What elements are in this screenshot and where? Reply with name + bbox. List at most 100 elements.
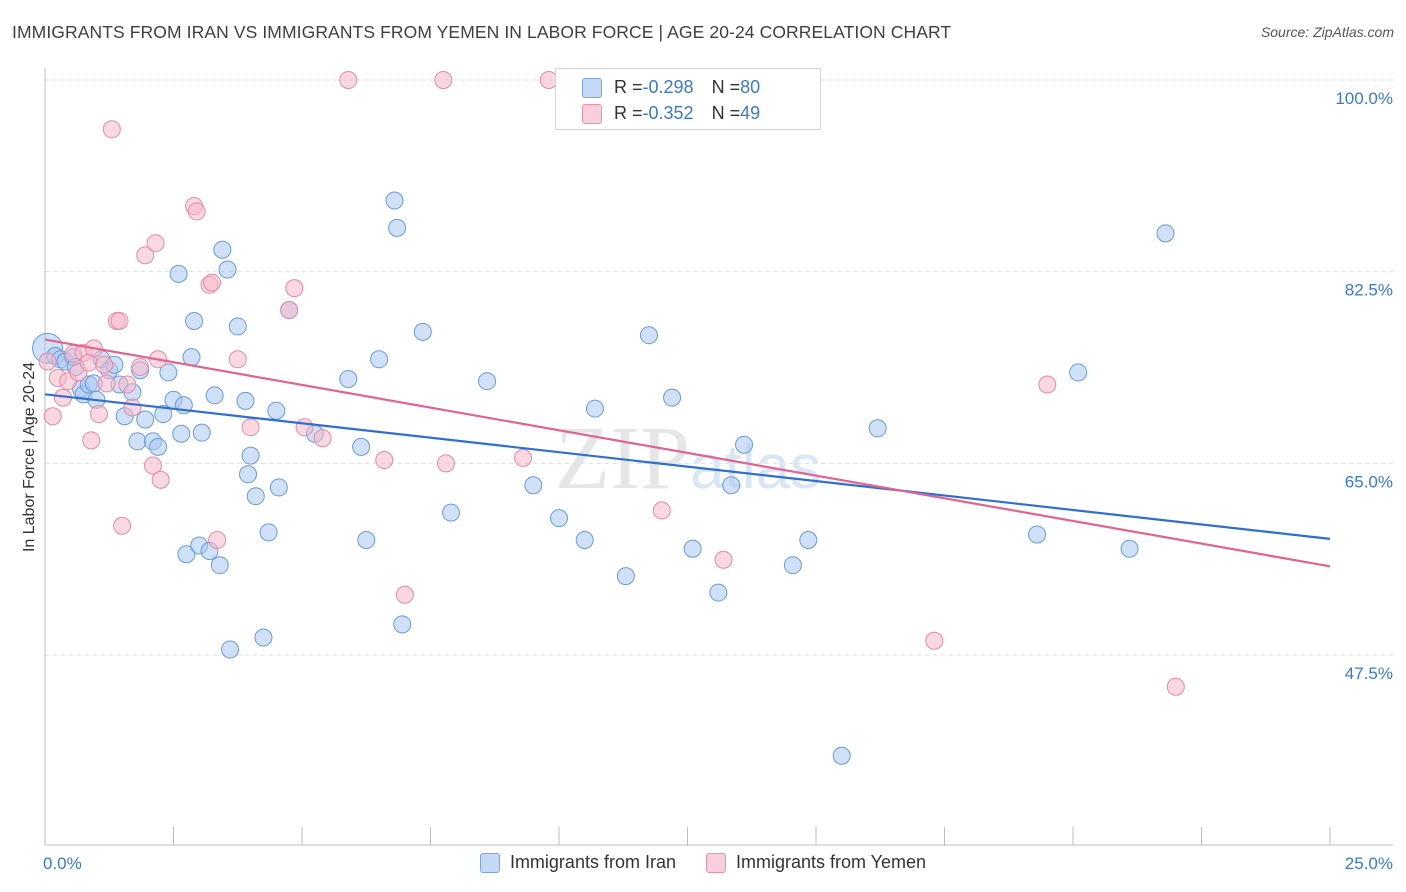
- yemen-point: [652, 501, 671, 520]
- iran-point: [246, 487, 265, 506]
- r-value: -0.298: [642, 77, 694, 97]
- yemen-point: [241, 418, 260, 437]
- iran-point: [550, 509, 568, 528]
- axes: [44, 68, 1393, 846]
- iran-point: [218, 260, 237, 279]
- y-tick-label: 65.0%: [1345, 472, 1393, 491]
- iran-point: [683, 539, 702, 558]
- yemen-point: [280, 301, 299, 319]
- chart-title: IMMIGRANTS FROM IRAN VS IMMIGRANTS FROM …: [12, 22, 952, 42]
- yemen-point: [118, 375, 137, 394]
- iran-point: [213, 240, 232, 259]
- yemen-point: [136, 246, 155, 265]
- iran-point: [832, 746, 851, 765]
- r-value: -0.352: [642, 103, 694, 123]
- stats-row-iran: R = -0.298 N = 80: [582, 77, 761, 98]
- yemen-point: [82, 431, 101, 450]
- iran-point: [154, 405, 173, 424]
- iran-point: [639, 326, 658, 345]
- iran-point: [269, 478, 288, 497]
- yemen-point: [434, 71, 453, 89]
- legend-label-iran: Immigrants from Iran: [509, 852, 676, 872]
- stats-swatch-iran: [582, 77, 602, 98]
- iran-point: [478, 372, 497, 391]
- legend-item-iran[interactable]: Immigrants from Iran: [479, 852, 676, 873]
- yemen-point: [95, 355, 114, 374]
- iran-point: [192, 423, 211, 442]
- legend-swatch-yemen: [705, 852, 726, 873]
- yemen-point: [131, 357, 150, 376]
- data-points: [32, 71, 1185, 765]
- yemen-point: [295, 418, 314, 437]
- n-value: 80: [740, 77, 761, 97]
- iran-point: [442, 503, 461, 522]
- y-axis-label: In Labor Force | Age 20-24: [21, 362, 38, 552]
- iran-point: [393, 615, 412, 634]
- iran-point: [352, 437, 371, 456]
- yemen-point: [714, 550, 733, 569]
- yemen-point: [1166, 677, 1185, 696]
- iran-point: [370, 350, 389, 369]
- iran-point: [182, 348, 201, 367]
- iran-point: [236, 391, 255, 410]
- iran-point: [172, 424, 191, 443]
- iran-point: [185, 311, 204, 330]
- stats-swatch-yemen: [582, 103, 602, 124]
- yemen-point: [97, 374, 116, 393]
- yemen-point: [395, 585, 414, 604]
- iran-point: [385, 191, 404, 210]
- iran-point: [1069, 363, 1088, 382]
- iran-point: [1120, 539, 1139, 558]
- y-tick-label: 47.5%: [1345, 664, 1393, 683]
- iran-point: [221, 640, 240, 659]
- iran-point: [663, 388, 682, 407]
- iran-point: [159, 363, 178, 382]
- iran-point: [339, 370, 358, 388]
- iran-point: [357, 531, 376, 549]
- y-tick-label: 82.5%: [1345, 281, 1393, 300]
- yemen-point: [925, 631, 944, 650]
- iran-point: [210, 556, 229, 575]
- iran-point: [169, 264, 188, 283]
- iran-point: [267, 401, 286, 420]
- yemen-point: [38, 352, 57, 371]
- tick-labels: 100.0% 82.5% 65.0% 47.5% 0.0% 25.0%: [43, 89, 1393, 873]
- iran-point: [799, 531, 818, 549]
- legend-swatch-iran: [479, 852, 500, 873]
- n-value: 49: [740, 103, 761, 123]
- iran-point: [259, 523, 278, 542]
- n-label: N =: [711, 103, 741, 123]
- iran-point: [128, 432, 147, 451]
- iran-point: [1156, 224, 1175, 243]
- yemen-point: [89, 405, 108, 424]
- iran-trend-line: [44, 393, 1331, 540]
- yemen-point: [110, 311, 129, 330]
- iran-point: [205, 386, 224, 405]
- stats-row-yemen: R = -0.352 N = 49: [582, 103, 761, 124]
- legend-item-yemen[interactable]: Immigrants from Yemen: [705, 852, 927, 873]
- iran-point: [1028, 525, 1047, 544]
- yemen-point: [146, 234, 165, 253]
- grid-lines: [45, 79, 1393, 656]
- yemen-point: [228, 350, 247, 369]
- yemen-point: [123, 398, 142, 417]
- yemen-point: [203, 273, 222, 292]
- series-legend: Immigrants from Iran Immigrants from Yem…: [0, 852, 1406, 873]
- iran-point: [239, 465, 258, 484]
- iran-point: [575, 531, 594, 549]
- iran-point: [241, 446, 260, 465]
- yemen-point: [285, 279, 304, 298]
- x-tick-label: 0.0%: [43, 854, 82, 873]
- yemen-point: [187, 202, 206, 221]
- yemen-point: [102, 120, 121, 139]
- iran-point: [735, 435, 754, 454]
- yemen-point: [514, 448, 533, 467]
- trend-lines: [44, 338, 1331, 568]
- source-label: Source: ZipAtlas.com: [1260, 24, 1394, 40]
- yemen-point: [43, 407, 62, 426]
- legend-label-yemen: Immigrants from Yemen: [735, 852, 927, 872]
- iran-point: [136, 410, 155, 429]
- yemen-point: [143, 456, 162, 475]
- iran-point: [228, 317, 247, 336]
- iran-point: [616, 567, 635, 586]
